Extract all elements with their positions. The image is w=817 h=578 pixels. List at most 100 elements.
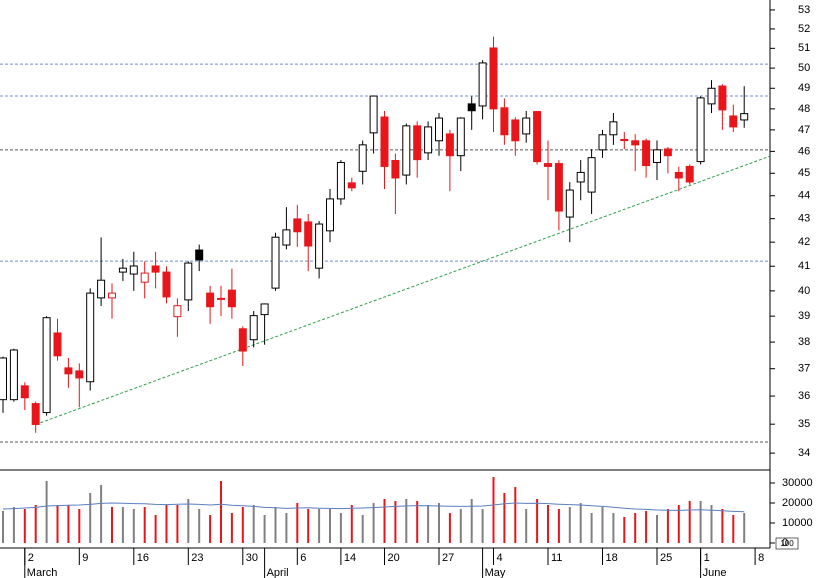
y-tick-label: 50 bbox=[798, 62, 810, 74]
volume-bar bbox=[241, 507, 244, 543]
candle-body bbox=[358, 144, 367, 172]
x-tick-label: 16 bbox=[137, 552, 149, 564]
candle-body bbox=[456, 117, 465, 157]
volume-bar bbox=[568, 507, 571, 543]
x-tick-label: 1 bbox=[704, 552, 710, 564]
x-tick-label: 8 bbox=[758, 552, 764, 564]
candle-body bbox=[489, 47, 498, 110]
candle-body bbox=[118, 267, 127, 273]
volume-bar bbox=[350, 505, 353, 543]
x-tick-label: 27 bbox=[442, 552, 454, 564]
volume-bar bbox=[285, 513, 288, 543]
volume-bar bbox=[12, 507, 15, 543]
month-label: June bbox=[703, 567, 727, 578]
candle-body bbox=[53, 332, 62, 357]
volume-bar bbox=[111, 507, 113, 543]
candle-body bbox=[238, 328, 247, 352]
volume-badge: 100 bbox=[780, 539, 794, 548]
volume-bar bbox=[165, 505, 168, 543]
volume-tick-label: 10000 bbox=[782, 517, 813, 529]
volume-bar bbox=[176, 505, 179, 543]
x-tick-label: 25 bbox=[660, 552, 672, 564]
volume-bar bbox=[372, 503, 375, 543]
candle-body bbox=[0, 357, 7, 401]
y-tick-label: 53 bbox=[798, 4, 810, 16]
candle-body bbox=[391, 160, 400, 179]
volume-bar bbox=[612, 513, 615, 543]
candle-body bbox=[140, 272, 149, 283]
volume-bar bbox=[503, 493, 506, 543]
candle-body bbox=[184, 262, 193, 301]
y-tick-label: 49 bbox=[798, 82, 810, 94]
x-tick-label: 23 bbox=[191, 552, 203, 564]
candle-body bbox=[173, 305, 182, 318]
volume-bar bbox=[198, 509, 201, 543]
volume-bar bbox=[187, 499, 190, 543]
volume-bar bbox=[78, 509, 81, 543]
y-tick-label: 40 bbox=[798, 285, 810, 297]
candle-body bbox=[435, 117, 443, 142]
volume-bar bbox=[579, 503, 582, 543]
x-tick-label: 9 bbox=[82, 552, 88, 564]
month-label: May bbox=[485, 567, 506, 578]
y-tick-label: 34 bbox=[798, 447, 810, 459]
candle-body bbox=[424, 126, 433, 154]
candle-body bbox=[609, 121, 618, 136]
candle-body bbox=[20, 385, 29, 399]
month-label: April bbox=[267, 567, 289, 578]
volume-bar bbox=[623, 517, 626, 543]
candle-body bbox=[9, 349, 18, 401]
volume-bar bbox=[67, 505, 70, 543]
y-tick-label: 46 bbox=[798, 145, 810, 157]
x-tick-label: 6 bbox=[300, 552, 306, 564]
volume-bar bbox=[634, 513, 637, 543]
candle-body bbox=[631, 140, 640, 146]
volume-bar bbox=[547, 505, 549, 543]
volume-bar bbox=[143, 507, 146, 543]
volume-bar bbox=[318, 509, 321, 543]
volume-bar bbox=[536, 499, 539, 543]
volume-tick-label: 20000 bbox=[782, 497, 813, 509]
volume-bar bbox=[296, 503, 299, 543]
volume-bar bbox=[525, 509, 528, 543]
y-tick-label: 36 bbox=[798, 390, 810, 402]
y-tick-label: 38 bbox=[798, 336, 810, 348]
volume-bar bbox=[209, 515, 212, 543]
candle-body bbox=[642, 140, 651, 167]
candle-body bbox=[445, 133, 454, 157]
volume-bar bbox=[34, 505, 37, 543]
volume-bar bbox=[590, 513, 593, 543]
candle-body bbox=[500, 107, 509, 136]
volume-bar bbox=[416, 501, 419, 543]
candle-body bbox=[315, 223, 324, 269]
volume-bar bbox=[56, 505, 59, 543]
candle-body bbox=[674, 171, 683, 179]
candle-body bbox=[478, 62, 487, 107]
candle-body bbox=[162, 271, 171, 298]
volume-bar bbox=[721, 509, 724, 543]
candle-body bbox=[31, 403, 40, 425]
volume-bar bbox=[361, 515, 364, 543]
candle-body bbox=[151, 265, 160, 273]
y-tick-label: 43 bbox=[798, 213, 810, 225]
candle-body bbox=[544, 163, 552, 167]
volume-bar bbox=[100, 485, 103, 543]
y-tick-label: 41 bbox=[798, 260, 810, 272]
candle-body bbox=[467, 103, 476, 112]
volume-bar bbox=[405, 499, 408, 543]
x-tick-label: 14 bbox=[344, 552, 356, 564]
y-tick-label: 45 bbox=[798, 167, 810, 179]
volume-bar bbox=[339, 513, 342, 543]
y-tick-label: 52 bbox=[798, 23, 810, 35]
y-tick-label: 37 bbox=[798, 363, 810, 375]
volume-bar bbox=[688, 501, 691, 543]
candle-body bbox=[696, 97, 705, 163]
month-label: March bbox=[27, 567, 58, 578]
volume-bar bbox=[656, 515, 658, 543]
x-tick-label: 30 bbox=[246, 552, 258, 564]
candle-body bbox=[129, 265, 138, 275]
x-tick-label: 20 bbox=[388, 552, 400, 564]
volume-bar bbox=[2, 511, 4, 543]
candle-body bbox=[64, 367, 73, 375]
